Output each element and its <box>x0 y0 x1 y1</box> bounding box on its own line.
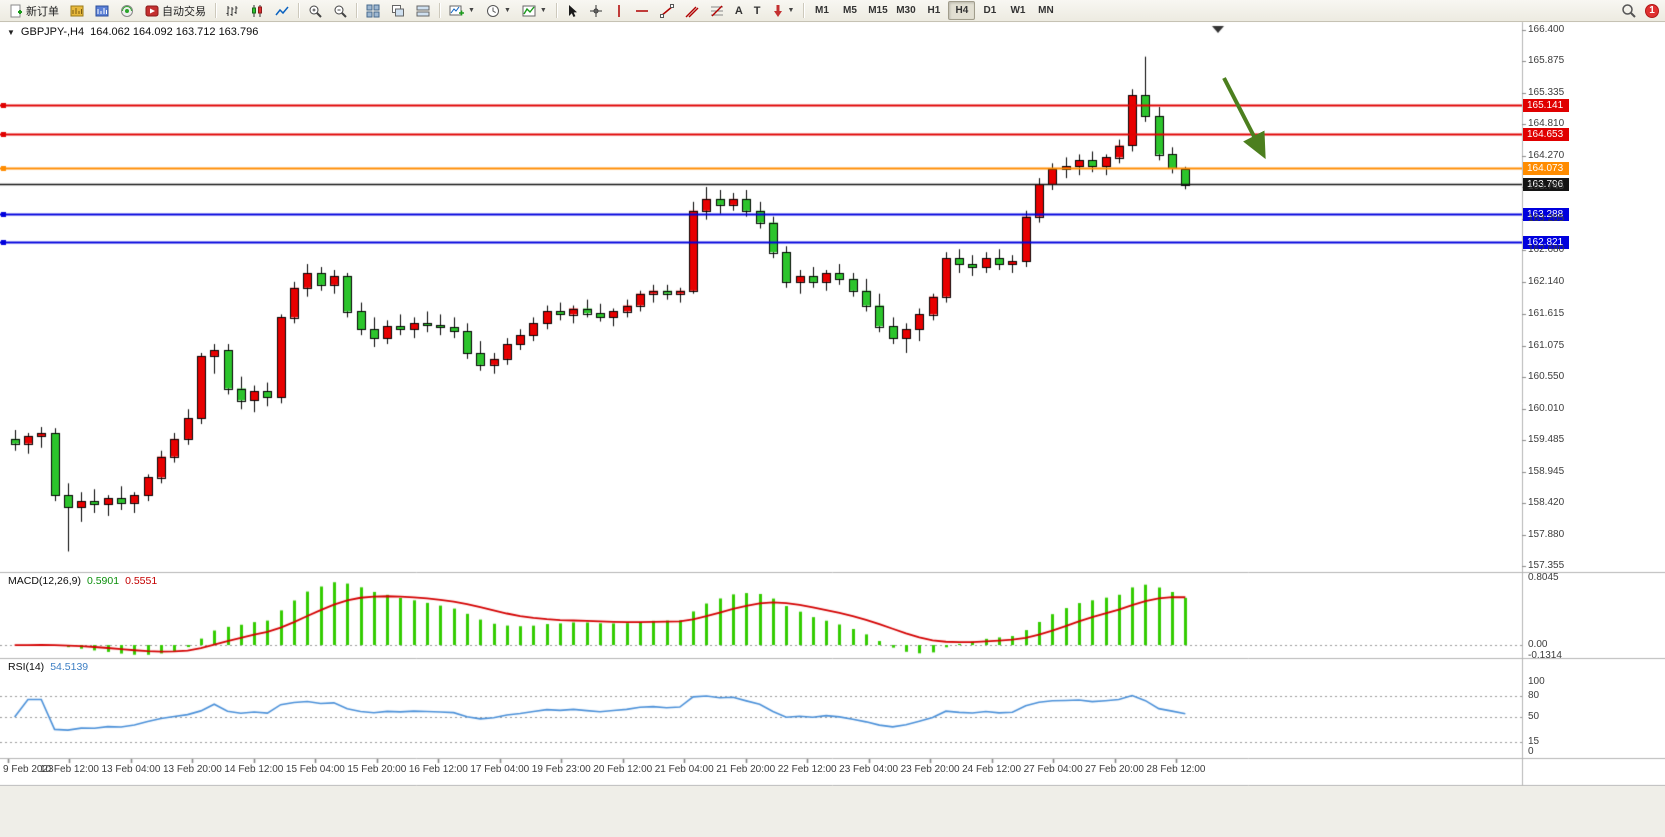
zoom-out-button[interactable] <box>328 1 352 20</box>
horizontal-line-button[interactable] <box>630 1 654 20</box>
new-order-button[interactable]: 新订单 <box>4 1 64 20</box>
signals-button[interactable] <box>115 1 139 20</box>
channel-button[interactable] <box>680 1 704 20</box>
auto-trading-button[interactable]: 自动交易 <box>140 1 211 20</box>
window-bottom-area <box>0 786 1665 837</box>
new-chart-icon <box>449 4 464 18</box>
timeframe-button-w1[interactable]: W1 <box>1004 1 1031 20</box>
toolbar-right-group: 1 <box>1616 1 1661 20</box>
search-button[interactable] <box>1616 1 1641 20</box>
zoom-out-icon <box>333 4 347 18</box>
trendline-icon <box>659 3 674 18</box>
cursor-button[interactable] <box>561 1 583 20</box>
timeframe-button-m1[interactable]: M1 <box>808 1 835 20</box>
arrows-icon <box>772 4 784 18</box>
text-icon: A <box>734 4 743 17</box>
toolbar-separator <box>439 3 440 18</box>
toolbar-separator <box>803 3 805 18</box>
crosshair-button[interactable] <box>584 1 608 20</box>
new-chart-dropdown[interactable]: ▼ <box>444 1 480 20</box>
new-order-icon <box>9 4 23 18</box>
arrange-windows-icon <box>416 4 430 18</box>
signals-icon <box>120 4 134 18</box>
zoom-in-button[interactable] <box>303 1 327 20</box>
indicators-dropdown[interactable]: ▼ <box>517 1 552 20</box>
time-scale[interactable] <box>0 759 1522 785</box>
price-scale[interactable] <box>1523 22 1665 785</box>
fibonacci-button[interactable] <box>705 1 729 20</box>
text-button[interactable]: A <box>730 1 748 20</box>
bar-chart-button[interactable] <box>220 1 244 20</box>
periods-icon <box>486 4 500 18</box>
chevron-down-icon: ▼ <box>468 7 475 14</box>
candlestick-chart-button[interactable] <box>245 1 269 20</box>
line-chart-icon <box>275 4 289 18</box>
cascade-windows-button[interactable] <box>386 1 410 20</box>
periods-dropdown[interactable]: ▼ <box>481 1 516 20</box>
label-button[interactable]: T <box>749 1 766 20</box>
profiles-icon <box>95 4 109 18</box>
toolbar-separator <box>555 3 557 18</box>
new-order-label: 新订单 <box>26 5 59 18</box>
toolbar: 新订单 自动交易 <box>0 0 1665 22</box>
bar-chart-icon <box>225 4 239 18</box>
vertical-line-icon <box>614 4 624 18</box>
toolbar-separator <box>356 3 357 18</box>
tile-windows-icon <box>366 4 380 18</box>
profiles-button[interactable] <box>90 1 114 20</box>
toolbar-separator <box>215 3 216 18</box>
timeframe-button-h1[interactable]: H1 <box>920 1 947 20</box>
timeframe-button-m15[interactable]: M15 <box>864 1 891 20</box>
timeframe-button-m5[interactable]: M5 <box>836 1 863 20</box>
auto-trading-icon <box>145 4 159 18</box>
timeframe-button-m30[interactable]: M30 <box>892 1 919 20</box>
candlestick-chart-icon <box>250 4 264 18</box>
timeframe-button-d1[interactable]: D1 <box>976 1 1003 20</box>
horizontal-line-icon <box>635 6 649 16</box>
auto-trading-label: 自动交易 <box>162 5 206 18</box>
line-chart-button[interactable] <box>270 1 294 20</box>
chevron-down-icon: ▼ <box>787 7 795 14</box>
trendline-button[interactable] <box>655 1 679 20</box>
channel-icon <box>685 4 699 18</box>
timeframe-button-h4[interactable]: H4 <box>948 1 976 20</box>
timeframe-button-mn[interactable]: MN <box>1032 1 1059 20</box>
crosshair-icon <box>589 4 603 18</box>
indicators-icon <box>522 4 536 18</box>
toolbar-separator <box>298 3 299 18</box>
arrows-dropdown[interactable]: ▼ <box>767 1 800 20</box>
charts-button[interactable] <box>65 1 89 20</box>
notification-badge[interactable]: 1 <box>1645 3 1659 18</box>
arrange-windows-button[interactable] <box>411 1 435 20</box>
cursor-icon <box>566 4 578 18</box>
tile-windows-button[interactable] <box>361 1 385 20</box>
chevron-down-icon: ▼ <box>503 7 511 14</box>
label-icon: T <box>753 4 761 17</box>
cascade-windows-icon <box>391 4 405 18</box>
vertical-line-button[interactable] <box>609 1 629 20</box>
zoom-in-icon <box>308 4 322 18</box>
chevron-down-icon: ▼ <box>539 7 547 14</box>
charts-icon <box>70 4 84 18</box>
fibonacci-icon <box>710 4 724 18</box>
search-icon <box>1621 3 1636 18</box>
